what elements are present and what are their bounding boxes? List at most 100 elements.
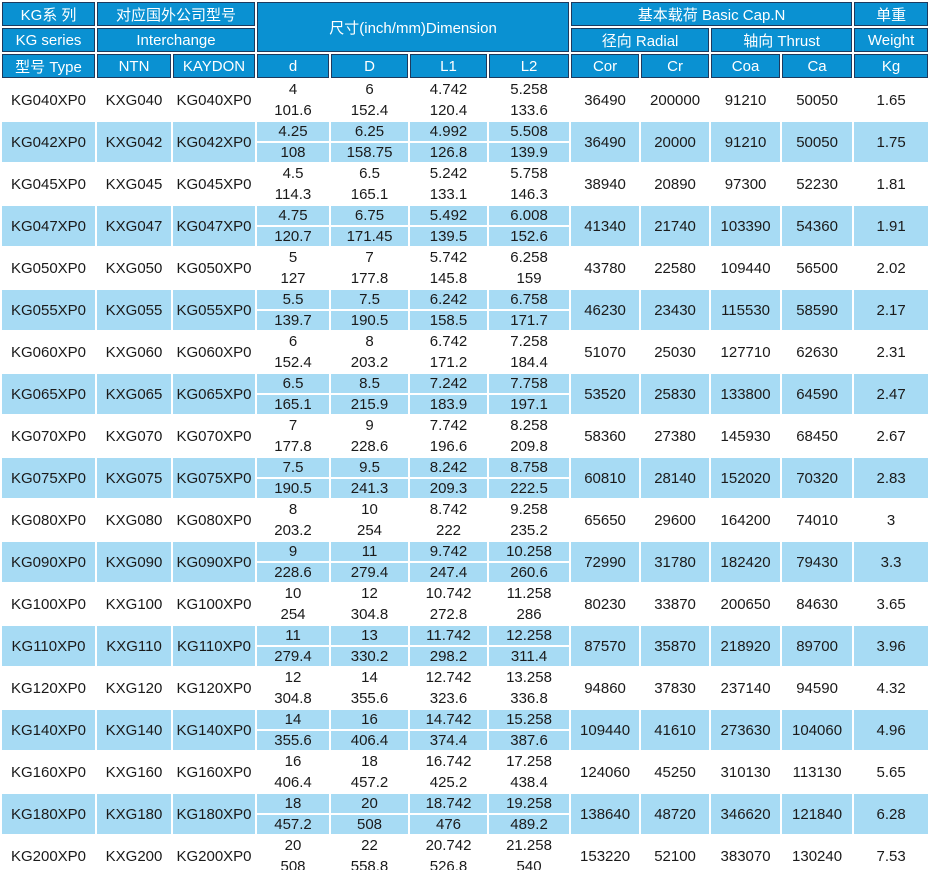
dim-L1-mm-cell: 183.9 <box>410 395 488 414</box>
dim-D-inch-cell: 16 <box>331 710 409 729</box>
ntn-cell: KXG200 <box>97 836 171 870</box>
dim-L1-mm-cell: 171.2 <box>410 353 488 372</box>
dim-L1-mm-cell: 158.5 <box>410 311 488 330</box>
dim-L1-inch-cell: 12.742 <box>410 668 488 687</box>
model-type-cell: KG075XP0 <box>2 458 95 498</box>
load-ca-cell: 54360 <box>782 206 853 246</box>
load-ca-cell: 89700 <box>782 626 853 666</box>
dim-L2-inch-cell: 5.508 <box>489 122 570 141</box>
dim-L1-inch-cell: 4.992 <box>410 122 488 141</box>
weight-cell: 2.67 <box>854 416 929 456</box>
table-row: KG140XP0 KXG140 KG140XP0 14 16 14.742 15.258 10… <box>2 710 929 750</box>
dim-L2-inch-cell: 10.258 <box>489 542 570 561</box>
kaydon-cell: KG140XP0 <box>173 710 256 750</box>
dim-L2-mm-cell: 197.1 <box>489 395 570 414</box>
dim-d-mm-cell: 406.4 <box>257 773 330 792</box>
dim-D-mm-cell: 171.45 <box>331 227 409 246</box>
load-coa-cell: 237140 <box>711 668 781 708</box>
dim-L1-mm-cell: 120.4 <box>410 101 488 120</box>
table-row-mm: 165.1 215.9 183.9 197.1 <box>2 395 928 414</box>
weight-cell: 1.75 <box>854 122 929 162</box>
dim-L1-mm-cell: 425.2 <box>410 773 488 792</box>
dim-L2-inch-cell: 6.258 <box>489 248 570 267</box>
dim-L2-mm-cell: 540 <box>489 857 570 870</box>
dim-D-inch-cell: 10 <box>331 500 409 519</box>
dim-D-inch-cell: 11 <box>331 542 409 561</box>
model-type-cell: KG180XP0 <box>2 794 95 834</box>
header-basic-cap: 基本载荷 Basic Cap.N <box>571 2 853 26</box>
dim-d-inch-cell: 4 <box>257 80 330 99</box>
model-type-cell: KG100XP0 <box>2 584 95 624</box>
dim-D-inch-cell: 6.5 <box>331 164 409 183</box>
load-ca-cell: 52230 <box>782 164 853 204</box>
load-ca-cell: 62630 <box>782 332 853 372</box>
dim-L1-inch-cell: 6.242 <box>410 290 488 309</box>
dim-L1-mm-cell: 145.8 <box>410 269 488 288</box>
dim-D-inch-cell: 8.5 <box>331 374 409 393</box>
load-coa-cell: 97300 <box>711 164 781 204</box>
dim-d-inch-cell: 6.5 <box>257 374 330 393</box>
table-row: KG080XP0 KXG080 KG080XP0 8 10 8.742 9.258 65650… <box>2 500 929 540</box>
dim-d-inch-cell: 10 <box>257 584 330 603</box>
table-row-mm: 152.4 203.2 171.2 184.4 <box>2 353 928 372</box>
dim-D-mm-cell: 228.6 <box>331 437 409 456</box>
ntn-cell: KXG047 <box>97 206 171 246</box>
load-ca-cell: 79430 <box>782 542 853 582</box>
dim-d-inch-cell: 7 <box>257 416 330 435</box>
dim-D-mm-cell: 190.5 <box>331 311 409 330</box>
kaydon-cell: KG160XP0 <box>173 752 256 792</box>
dim-L1-mm-cell: 222 <box>410 521 488 540</box>
dim-L1-inch-cell: 7.742 <box>410 416 488 435</box>
dim-L2-inch-cell: 6.758 <box>489 290 570 309</box>
dim-D-inch-cell: 6.75 <box>331 206 409 225</box>
weight-cell: 4.32 <box>854 668 929 708</box>
weight-cell: 2.83 <box>854 458 929 498</box>
dim-L2-mm-cell: 311.4 <box>489 647 570 666</box>
header-type: 型号 Type <box>2 54 95 78</box>
header-row-1: KG系 列 对应国外公司型号 尺寸(inch/mm)Dimension 基本载荷… <box>2 2 929 52</box>
load-cor-cell: 60810 <box>571 458 640 498</box>
ntn-cell: KXG110 <box>97 626 171 666</box>
load-coa-cell: 200650 <box>711 584 781 624</box>
ntn-cell: KXG045 <box>97 164 171 204</box>
ntn-cell: KXG060 <box>97 332 171 372</box>
table-row-mm: 114.3 165.1 133.1 146.3 <box>2 185 928 204</box>
dim-L1-mm-cell: 476 <box>410 815 488 834</box>
load-ca-cell: 58590 <box>782 290 853 330</box>
dim-L1-mm-cell: 272.8 <box>410 605 488 624</box>
load-coa-cell: 127710 <box>711 332 781 372</box>
ntn-cell: KXG070 <box>97 416 171 456</box>
table-row: KG047XP0 KXG047 KG047XP0 4.75 6.75 5.492 6.008… <box>2 206 929 246</box>
dim-d-inch-cell: 12 <box>257 668 330 687</box>
dim-L2-mm-cell: 489.2 <box>489 815 570 834</box>
dim-D-mm-cell: 215.9 <box>331 395 409 414</box>
load-cr-cell: 45250 <box>641 752 710 792</box>
load-cr-cell: 33870 <box>641 584 710 624</box>
dim-D-mm-cell: 304.8 <box>331 605 409 624</box>
dim-d-mm-cell: 228.6 <box>257 563 330 582</box>
kaydon-cell: KG075XP0 <box>173 458 256 498</box>
dim-L2-mm-cell: 152.6 <box>489 227 570 246</box>
table-row-mm: 139.7 190.5 158.5 171.7 <box>2 311 928 330</box>
table-row-mm: 304.8 355.6 323.6 336.8 <box>2 689 928 708</box>
load-ca-cell: 121840 <box>782 794 853 834</box>
dim-L2-mm-cell: 209.8 <box>489 437 570 456</box>
load-cr-cell: 35870 <box>641 626 710 666</box>
dim-D-inch-cell: 14 <box>331 668 409 687</box>
load-cor-cell: 94860 <box>571 668 640 708</box>
dim-D-mm-cell: 457.2 <box>331 773 409 792</box>
kaydon-cell: KG090XP0 <box>173 542 256 582</box>
model-type-cell: KG140XP0 <box>2 710 95 750</box>
dim-L2-mm-cell: 387.6 <box>489 731 570 750</box>
dim-D-mm-cell: 254 <box>331 521 409 540</box>
dim-L1-inch-cell: 7.242 <box>410 374 488 393</box>
load-coa-cell: 91210 <box>711 122 781 162</box>
dim-L2-inch-cell: 15.258 <box>489 710 570 729</box>
load-cr-cell: 52100 <box>641 836 710 870</box>
load-cr-cell: 20890 <box>641 164 710 204</box>
dim-L1-mm-cell: 126.8 <box>410 143 488 162</box>
table-row-mm: 406.4 457.2 425.2 438.4 <box>2 773 928 792</box>
load-coa-cell: 91210 <box>711 80 781 120</box>
dim-L2-mm-cell: 438.4 <box>489 773 570 792</box>
